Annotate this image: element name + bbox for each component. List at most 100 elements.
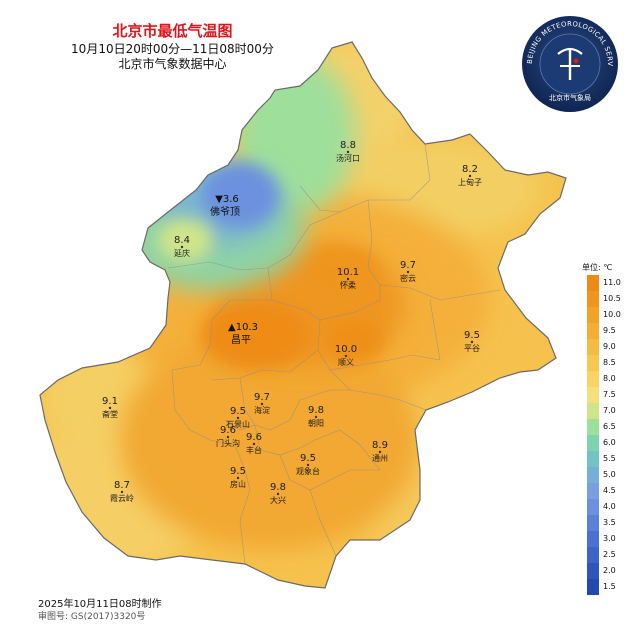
station-temperature: 9.6 (246, 432, 262, 443)
legend-swatch (587, 291, 599, 307)
legend-tick-label: 8.0 (603, 374, 616, 383)
station-marker: 9.6 门头沟 (216, 425, 240, 448)
legend-tick-label: 10.0 (603, 310, 621, 319)
station-temperature: 9.8 (270, 482, 286, 493)
station-marker: 8.8 汤河口 (336, 140, 360, 163)
station-marker: 9.7 海淀 (254, 392, 270, 415)
station-name: 延庆 (174, 248, 190, 258)
station-name: 观象台 (296, 466, 320, 476)
station-dot (276, 492, 280, 496)
station-name: 丰台 (246, 445, 262, 455)
station-marker: 9.7 密云 (400, 260, 416, 283)
legend-tick-label: 8.5 (603, 358, 616, 367)
station-name: 海淀 (254, 405, 270, 415)
extreme-station-name: 昌平 (231, 334, 251, 346)
station-name: 大兴 (270, 495, 286, 505)
station-dot (378, 450, 382, 454)
station-name: 上甸子 (458, 177, 482, 187)
station-name: 门头沟 (216, 438, 240, 448)
legend-swatch (587, 579, 599, 595)
legend-tick-label: 2.5 (603, 550, 616, 559)
station-dot (468, 174, 472, 178)
station-temperature: 8.2 (462, 164, 478, 175)
legend-swatch (587, 355, 599, 371)
legend-tick-label: 11.0 (603, 278, 621, 287)
station-temperature: 9.6 (220, 425, 236, 436)
beijing-boundary (39, 41, 567, 589)
station-name: 房山 (230, 479, 246, 489)
station-temperature: 9.5 (464, 330, 480, 341)
legend-swatch (587, 307, 599, 323)
legend-swatch (587, 339, 599, 355)
station-marker: 8.2 上甸子 (458, 164, 482, 187)
station-marker: 9.8 大兴 (270, 482, 286, 505)
station-temperature: 9.8 (308, 405, 324, 416)
legend-swatch (587, 563, 599, 579)
beijing-meteorological-service-logo-icon: BEIJING METEOROLOGICAL SERVICE 北京市气象局 (520, 14, 618, 112)
station-dot (180, 245, 184, 249)
station-dot (344, 354, 348, 358)
maximum-temperature-marker: ▲10.3昌平 (228, 322, 258, 346)
legend-swatch (587, 419, 599, 435)
extreme-temperature-value: ▲10.3 (228, 322, 258, 333)
extreme-temperature-value: ▼3.6 (215, 194, 239, 205)
time-range: 10月10日20时00分—11日08时00分 (71, 42, 274, 56)
legend-swatch (587, 275, 599, 291)
legend-tick-label: 9.0 (603, 342, 616, 351)
station-temperature: 9.5 (230, 466, 246, 477)
legend-swatch (587, 547, 599, 563)
station-name: 密云 (400, 273, 416, 283)
legend-tick-label: 7.5 (603, 390, 616, 399)
station-dot (346, 150, 350, 154)
station-marker: 10.1 怀柔 (337, 267, 359, 290)
station-dot (108, 406, 112, 410)
station-dot (120, 490, 124, 494)
extreme-station-name: 佛爷顶 (210, 205, 240, 218)
station-name: 斋堂 (102, 409, 118, 419)
legend-swatch (587, 531, 599, 547)
station-marker: 8.7 霞云岭 (110, 480, 134, 503)
map-header: 北京市最低气温图 10月10日20时00分—11日08时00分 北京市气象数据中… (0, 22, 345, 72)
station-temperature: 9.5 (230, 406, 246, 417)
station-name: 朝阳 (308, 419, 324, 428)
station-marker: 10.0 顺义 (335, 344, 357, 367)
legend-tick-label: 4.0 (603, 502, 616, 511)
station-temperature: 10.0 (335, 344, 357, 355)
legend-tick-label: 9.5 (603, 326, 616, 335)
station-marker: 9.5 平谷 (464, 330, 480, 353)
producer-name: 北京市气象数据中心 (118, 57, 227, 71)
legend-tick-label: 2.0 (603, 566, 616, 575)
station-marker: 9.8 朝阳 (308, 405, 324, 428)
station-temperature: 9.1 (102, 396, 118, 407)
station-name: 怀柔 (340, 280, 356, 290)
station-dot (236, 476, 240, 480)
station-name: 汤河口 (336, 153, 360, 163)
legend-tick-label: 4.5 (603, 486, 616, 495)
legend-swatch (587, 435, 599, 451)
legend-swatch (587, 387, 599, 403)
station-temperature: 10.1 (337, 267, 359, 278)
station-dot (236, 416, 240, 420)
production-time: 2025年10月11日08时制作 (38, 599, 162, 610)
station-dot (470, 340, 474, 344)
legend-tick-label: 6.5 (603, 422, 616, 431)
station-dot (314, 415, 318, 419)
legend-tick-label: 3.5 (603, 518, 616, 527)
station-dot (306, 463, 310, 467)
legend-tick-label: 10.5 (603, 294, 621, 303)
legend-swatch (587, 515, 599, 531)
station-marker: 8.9 通州 (372, 440, 388, 463)
legend-tick-label: 1.5 (603, 582, 616, 591)
station-name: 平谷 (464, 344, 480, 353)
legend-swatch (587, 467, 599, 483)
legend-tick-label: 7.0 (603, 406, 616, 415)
station-name: 顺义 (338, 358, 354, 367)
district-boundaries (167, 143, 501, 565)
station-temperature: 8.8 (340, 140, 356, 151)
station-dot (260, 402, 264, 406)
station-marker: 9.6 丰台 (246, 432, 262, 455)
station-temperature: 9.7 (254, 392, 270, 403)
station-name: 霞云岭 (110, 493, 134, 503)
station-dot (252, 442, 256, 446)
